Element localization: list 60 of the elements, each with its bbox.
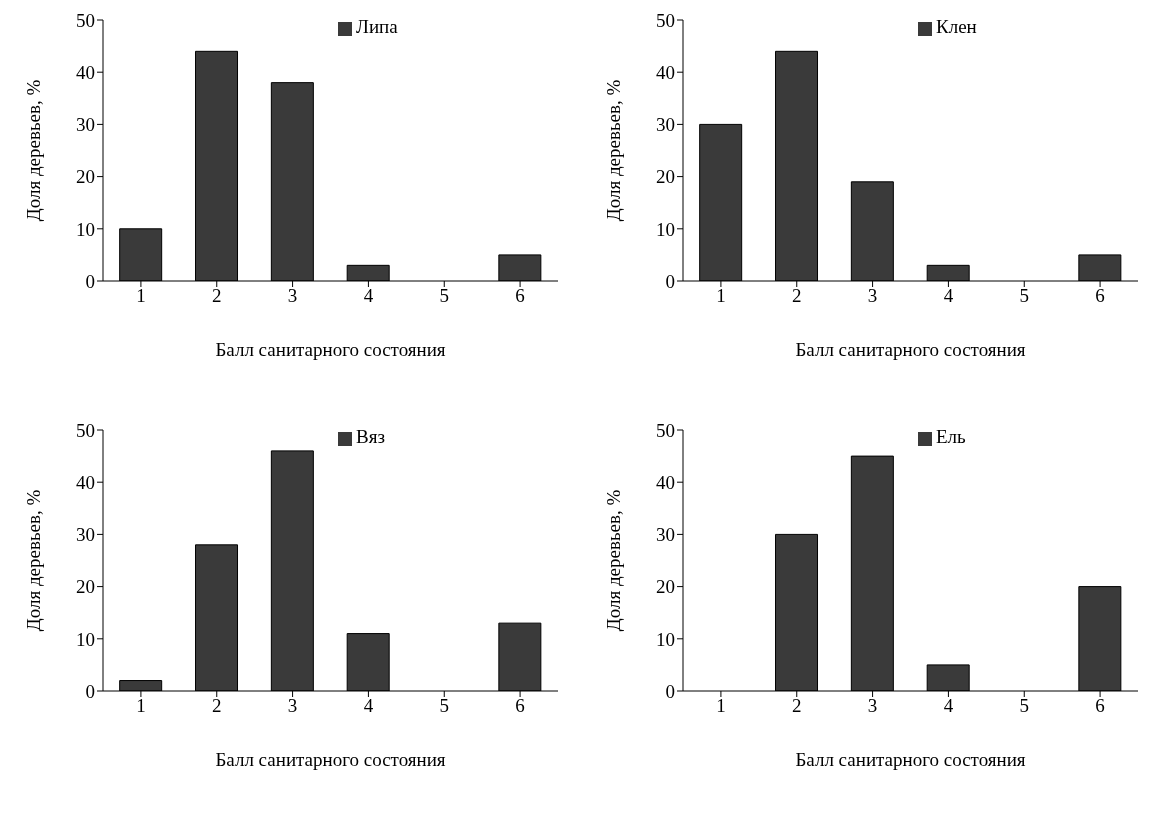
- x-tick-label: 5: [439, 285, 449, 307]
- y-axis-title: Доля деревьев, %: [22, 79, 44, 222]
- y-tick-label: 50: [656, 9, 675, 31]
- x-tick-label: 4: [363, 285, 374, 307]
- y-tick-label: 30: [656, 524, 675, 546]
- x-tick-label: 1: [716, 695, 726, 717]
- x-tick-label: 1: [136, 285, 146, 307]
- legend-label: Вяз: [356, 426, 385, 447]
- y-tick-label: 10: [76, 218, 95, 240]
- x-tick-label: 6: [1095, 695, 1105, 717]
- x-tick-label: 4: [943, 285, 954, 307]
- x-tick-label: 2: [212, 695, 222, 717]
- legend-label: Ель: [936, 426, 966, 447]
- y-tick-label: 0: [85, 680, 95, 702]
- y-tick-label: 10: [656, 628, 675, 650]
- x-tick-label: 3: [867, 695, 878, 717]
- y-tick-label: 30: [76, 114, 95, 136]
- y-tick-label: 0: [665, 270, 675, 292]
- y-tick-label: 20: [656, 576, 675, 598]
- legend-label: Липа: [356, 16, 398, 37]
- y-tick-label: 20: [76, 576, 95, 598]
- y-tick-label: 10: [76, 628, 95, 650]
- x-axis-title: Балл санитарного состояния: [795, 339, 1026, 360]
- y-tick-label: 10: [656, 218, 675, 240]
- x-tick-label: 4: [943, 695, 954, 717]
- x-tick-label: 2: [212, 285, 222, 307]
- x-tick-label: 6: [515, 285, 525, 307]
- x-tick-label: 3: [287, 285, 298, 307]
- x-axis-title: Балл санитарного состояния: [215, 339, 446, 360]
- x-tick-label: 6: [515, 695, 525, 717]
- x-tick-label: 2: [792, 285, 802, 307]
- x-tick-label: 5: [1019, 285, 1029, 307]
- y-tick-label: 0: [85, 270, 95, 292]
- x-tick-label: 2: [792, 695, 802, 717]
- x-axis-title: Балл санитарного состояния: [215, 749, 446, 770]
- legend-label: Клен: [936, 16, 977, 37]
- x-axis-title: Балл санитарного состояния: [795, 749, 1026, 770]
- x-tick-label: 1: [716, 285, 726, 307]
- y-tick-label: 30: [76, 524, 95, 546]
- x-tick-label: 1: [136, 695, 146, 717]
- y-tick-label: 40: [76, 61, 95, 83]
- x-tick-label: 5: [1019, 695, 1029, 717]
- x-tick-label: 6: [1095, 285, 1105, 307]
- y-tick-label: 40: [656, 61, 675, 83]
- x-tick-label: 3: [287, 695, 298, 717]
- x-tick-label: 5: [439, 695, 449, 717]
- y-axis-title: Доля деревьев, %: [602, 79, 624, 222]
- x-tick-label: 3: [867, 285, 878, 307]
- y-tick-label: 30: [656, 114, 675, 136]
- y-tick-label: 50: [76, 419, 95, 441]
- y-tick-label: 20: [76, 166, 95, 188]
- y-tick-label: 50: [656, 419, 675, 441]
- y-tick-label: 40: [656, 471, 675, 493]
- x-tick-label: 4: [363, 695, 374, 717]
- y-tick-label: 0: [665, 680, 675, 702]
- y-tick-label: 20: [656, 166, 675, 188]
- y-tick-label: 50: [76, 9, 95, 31]
- y-tick-label: 40: [76, 471, 95, 493]
- y-axis-title: Доля деревьев, %: [22, 489, 44, 632]
- y-axis-title: Доля деревьев, %: [602, 489, 624, 632]
